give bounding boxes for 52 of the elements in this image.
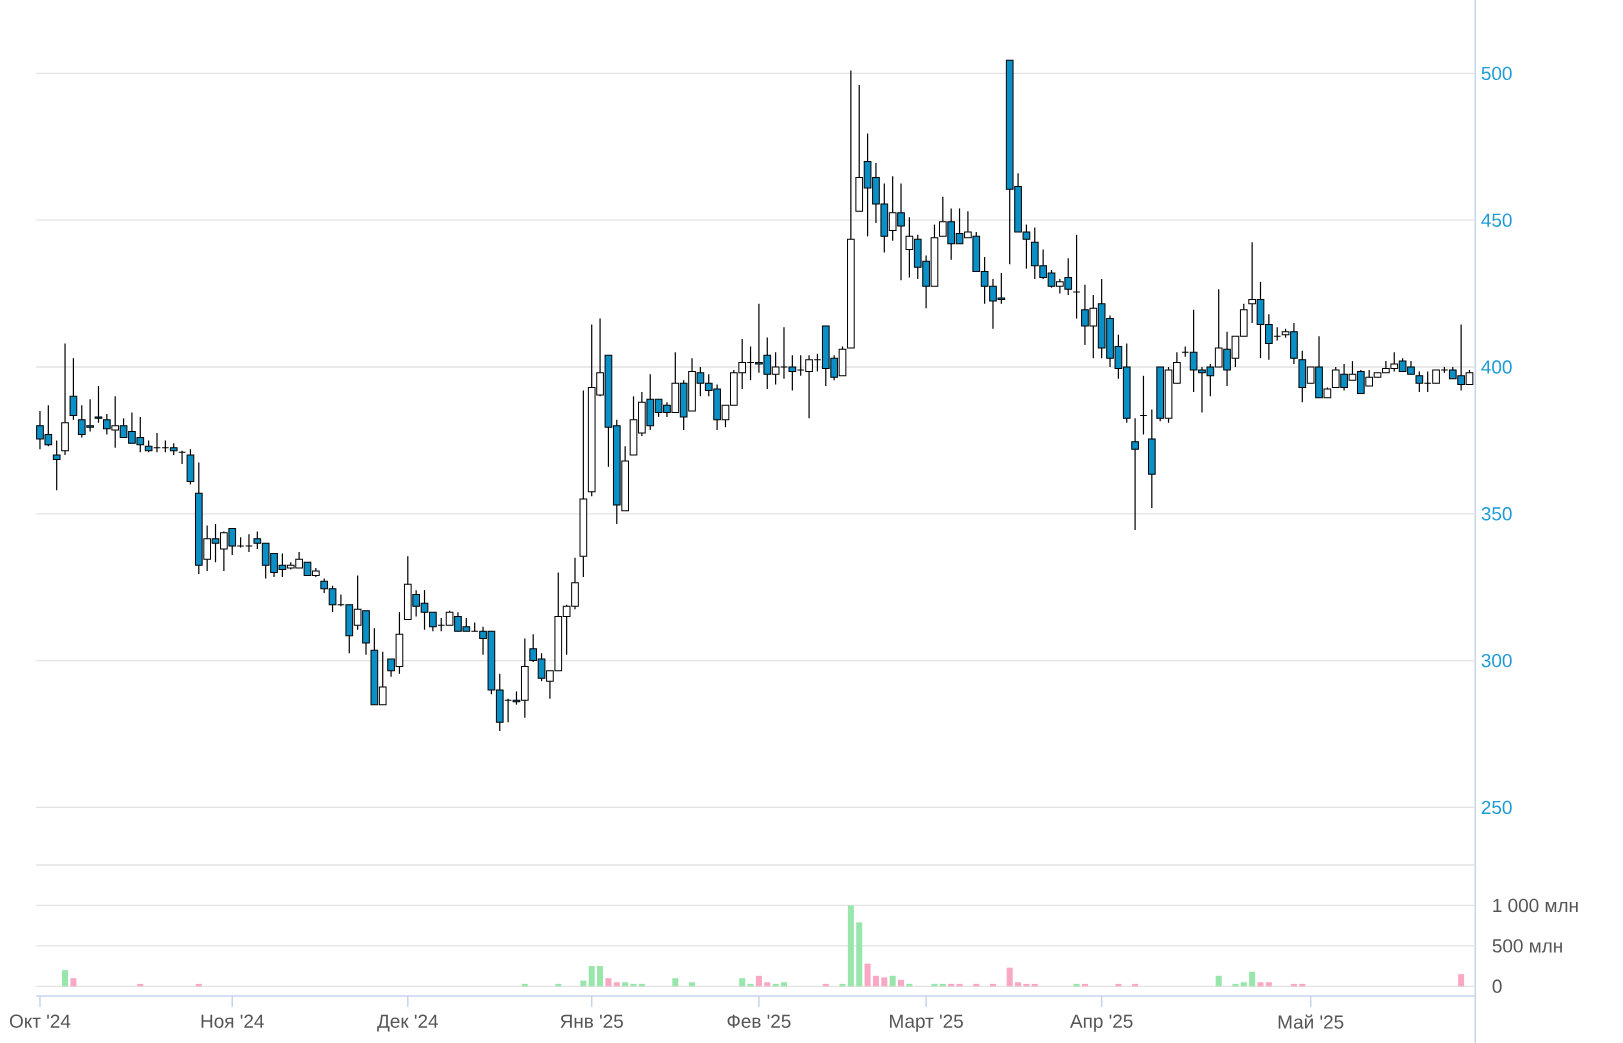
bar xyxy=(856,922,863,987)
bar xyxy=(622,982,629,987)
y-tick-label: 350 xyxy=(1481,507,1512,521)
bar xyxy=(1265,982,1272,987)
x-tick-label: Янв '25 xyxy=(560,1014,623,1028)
bar xyxy=(864,963,871,987)
bar xyxy=(689,982,696,987)
x-tick-label: Апр '25 xyxy=(1070,1014,1133,1032)
y-tick-label: 500 xyxy=(1481,66,1512,81)
bar xyxy=(597,966,604,987)
bar xyxy=(739,978,746,987)
x-tick-label: Окт '24 xyxy=(9,1014,71,1028)
bar xyxy=(613,982,620,987)
y-tick-label: 1 000 млн xyxy=(1493,898,1578,913)
bar xyxy=(1215,975,1222,987)
y-tick-label: 450 xyxy=(1481,213,1512,227)
bar xyxy=(889,975,896,987)
bar xyxy=(898,979,905,987)
candlestick xyxy=(1072,234,1081,320)
bar xyxy=(62,970,69,987)
x-tick-label: Май '25 xyxy=(1278,1014,1344,1029)
x-tick-label: Фев '25 xyxy=(727,1014,791,1028)
bar xyxy=(1240,982,1247,987)
x-tick-label: Март '25 xyxy=(890,1014,963,1032)
bar xyxy=(881,977,888,987)
candlestick xyxy=(1131,417,1139,531)
bar xyxy=(872,975,879,987)
bar xyxy=(1257,982,1264,987)
bar xyxy=(70,978,77,987)
x-tick-label: Дек '24 xyxy=(377,1014,438,1032)
bar xyxy=(847,905,854,987)
candlestick xyxy=(245,533,253,553)
x-tick-label: Ноя '24 xyxy=(201,1014,264,1028)
y-tick-label: 0 xyxy=(1492,979,1502,993)
bar xyxy=(672,978,679,987)
bar xyxy=(755,975,762,987)
candlestick xyxy=(94,385,103,424)
candlestick xyxy=(69,357,78,421)
bar xyxy=(764,982,771,987)
y-tick-label: 400 xyxy=(1481,360,1512,374)
candlestick xyxy=(178,450,186,465)
bar xyxy=(1015,982,1022,987)
y-tick-label: 500 млн xyxy=(1492,939,1562,953)
bar xyxy=(605,978,612,987)
y-tick-label: 300 xyxy=(1481,653,1512,668)
bar xyxy=(780,982,787,987)
bar xyxy=(1006,967,1013,987)
candlestick xyxy=(52,439,61,491)
y-tick-label: 250 xyxy=(1481,800,1512,815)
bar xyxy=(1458,974,1465,987)
bar xyxy=(588,966,595,987)
bar xyxy=(1249,971,1256,987)
